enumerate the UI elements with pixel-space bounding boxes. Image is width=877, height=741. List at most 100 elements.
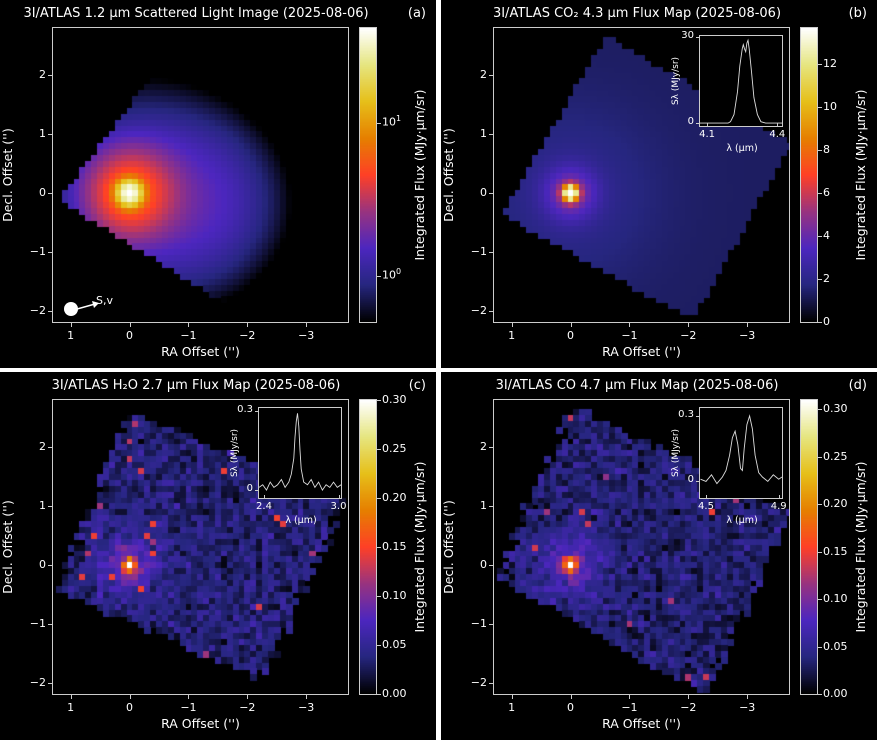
colorbar-tick-mark: [818, 504, 822, 506]
inset-x-label: λ (μm): [726, 515, 758, 526]
chart-title: 3I/ATLAS CO 4.7 μm Flux Map (2025-08-06): [495, 378, 779, 393]
colorbar-gradient: [360, 28, 376, 322]
y-tick-mark: [48, 311, 52, 313]
colorbar-tick-label: 0.25: [823, 449, 848, 463]
y-tick-label: 1: [480, 127, 487, 141]
inset-y-tick: [696, 415, 700, 417]
y-tick-mark: [489, 447, 493, 449]
x-tick-label: 0: [567, 701, 575, 714]
y-tick-label: 1: [39, 127, 46, 141]
x-tick-mark: [247, 323, 249, 327]
inset-y-tick: [696, 123, 700, 125]
x-tick-mark: [511, 323, 513, 327]
inset-y-tick-label: 0: [687, 116, 694, 128]
x-axis-label: RA Offset (''): [161, 716, 240, 731]
y-axis-label: Decl. Offset (''): [441, 500, 456, 594]
y-tick-label: −1: [470, 617, 487, 631]
inset-x-tick-label: 4.1: [699, 129, 715, 140]
y-tick-mark: [489, 565, 493, 567]
colorbar-tick-mark: [377, 276, 381, 277]
x-tick-label: 1: [508, 701, 516, 714]
colorbar-tick-mark: [377, 400, 381, 401]
y-tick-label: −1: [29, 617, 46, 631]
colorbar-tick-label: 101: [382, 114, 401, 129]
inset-x-tick-label: 2.4: [256, 501, 272, 512]
colorbar-tick-mark: [818, 150, 822, 152]
inset-y-tick-label: 0: [687, 474, 694, 486]
colorbar-gradient: [801, 28, 817, 322]
spectrum-inset: 2.4 3.0 0 0.3 λ (μm) Sλ (MJy/sr): [230, 404, 346, 526]
x-tick-label: −2: [239, 701, 256, 714]
y-tick-label: −2: [29, 676, 46, 690]
colorbar-tick-label: 0.05: [382, 638, 407, 651]
spectrum-line: [259, 413, 341, 491]
x-tick-label: −3: [739, 701, 756, 714]
colorbar-tick-mark: [818, 236, 822, 238]
x-tick-label: 0: [126, 329, 134, 342]
colorbar: 0 2 4 6 8 10 12: [800, 27, 837, 328]
colorbar-tick-label: 6: [823, 186, 830, 200]
y-tick-mark: [489, 252, 493, 254]
inset-x-label: λ (μm): [285, 515, 317, 526]
x-tick-mark: [70, 695, 72, 699]
y-tick-label: −2: [470, 304, 487, 318]
colorbar-tick-mark: [377, 123, 381, 125]
chart-title: 3I/ATLAS CO₂ 4.3 μm Flux Map (2025-08-06…: [492, 6, 782, 21]
x-axis-label: RA Offset (''): [602, 344, 681, 359]
x-tick-mark: [747, 695, 749, 699]
colorbar-tick-label: 0.30: [382, 393, 407, 406]
colorbar-tick-label: 0.05: [823, 639, 848, 653]
inset-x-tick: [706, 495, 707, 499]
x-axis-label: RA Offset (''): [161, 344, 240, 359]
spectrum-inset: 4.5 4.9 0 0.3 λ (μm) Sλ (MJy/sr): [671, 407, 787, 526]
y-axis-label: Decl. Offset (''): [0, 128, 15, 222]
colorbar-tick-label: 8: [823, 143, 830, 157]
y-tick-label: 2: [39, 68, 46, 82]
y-tick-mark: [48, 683, 52, 685]
inset-y-tick-label: 30: [681, 30, 694, 42]
x-tick-label: 0: [126, 701, 134, 714]
inset-y-tick-label: 0.3: [678, 408, 694, 420]
colorbar: 0.00 0.05 0.10 0.15 0.20 0.25 0.30: [359, 393, 407, 700]
colorbar-tick-label: 100: [382, 267, 401, 282]
colorbar-tick-label: 0.20: [823, 497, 848, 511]
x-tick-mark: [747, 323, 749, 327]
inset-x-tick-label: 4.5: [698, 501, 714, 512]
x-tick-label: 1: [508, 329, 516, 342]
tick-exponent: 1: [396, 114, 402, 124]
panel-c: 3I/ATLAS H₂O 2.7 μm Flux Map (2025-08-06…: [0, 372, 436, 740]
inset-y-tick-label: 0: [246, 483, 253, 495]
y-axis-label: Decl. Offset (''): [0, 500, 15, 594]
y-tick-mark: [489, 311, 493, 313]
colorbar-tick-mark: [818, 694, 822, 695]
inset-y-tick-label: 0.3: [237, 403, 253, 415]
colorbar-tick-label: 0.15: [382, 540, 407, 553]
inset-x-tick: [777, 123, 779, 127]
inset-x-tick: [778, 495, 780, 499]
inset-x-label: λ (μm): [726, 143, 758, 154]
colorbar-tick-mark: [818, 646, 822, 648]
panel-b: 3I/ATLAS CO₂ 4.3 μm Flux Map (2025-08-06…: [441, 0, 877, 368]
colorbar-label: Integrated Flux (MJy·μm/sr): [853, 89, 868, 261]
spectrum-plot: [259, 413, 341, 491]
x-tick-label: −2: [680, 701, 697, 714]
y-tick-mark: [489, 506, 493, 508]
panel-d: 3I/ATLAS CO 4.7 μm Flux Map (2025-08-06)…: [441, 372, 877, 740]
heatmap-image: [53, 28, 348, 322]
colorbar-tick-mark: [377, 547, 381, 548]
y-tick-label: 2: [480, 68, 487, 82]
y-tick-mark: [48, 252, 52, 254]
x-tick-label: −3: [298, 701, 315, 714]
inset-y-label: Sλ (MJy/sr): [671, 56, 681, 106]
inset-y-tick: [255, 490, 259, 492]
y-tick-mark: [48, 75, 52, 77]
colorbar-tick-label: 12: [823, 57, 837, 71]
colorbar-tick-label: 0.00: [823, 687, 848, 700]
tick-exponent: 0: [396, 267, 402, 276]
colorbar-tick-label: 2: [823, 272, 830, 286]
colorbar-label: Integrated Flux (MJy·μm/sr): [853, 461, 868, 633]
x-tick-label: −1: [180, 701, 197, 714]
colorbar-label: Integrated Flux (MJy·μm/sr): [412, 89, 427, 261]
panel-a: 3I/ATLAS 1.2 μm Scattered Light Image (2…: [0, 0, 436, 368]
panel-label: (c): [408, 378, 426, 393]
